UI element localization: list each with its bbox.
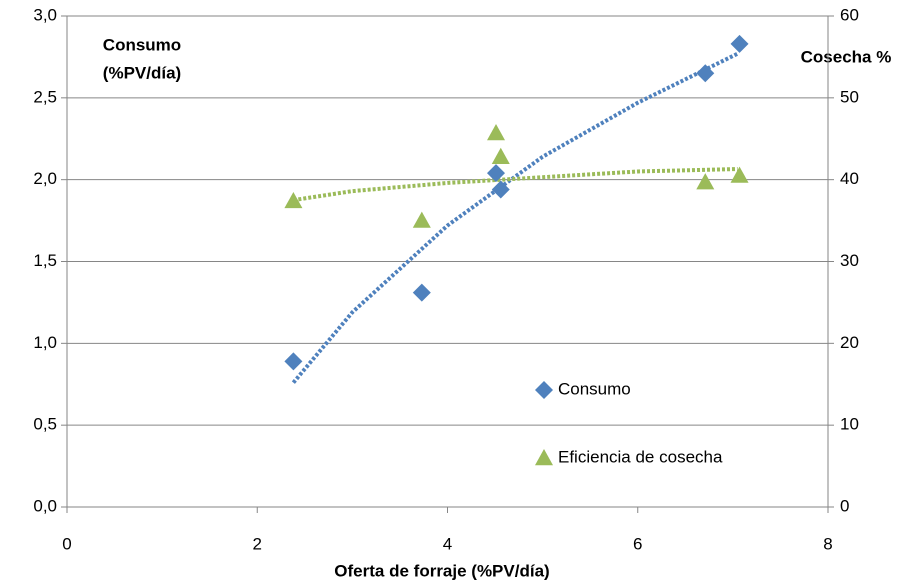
legend-label: Eficiencia de cosecha	[558, 447, 723, 466]
y-axis-title: Consumo	[103, 35, 181, 54]
y2-tick-label: 10	[840, 415, 859, 434]
marker	[491, 180, 510, 199]
legend-marker	[535, 381, 553, 399]
y-axis-title: (%PV/día)	[103, 63, 181, 82]
marker	[412, 211, 431, 228]
y-tick-label: 0,0	[33, 496, 57, 515]
marker	[696, 173, 715, 190]
y2-axis-title: Cosecha %	[801, 47, 892, 66]
trendline	[291, 51, 739, 384]
y-tick-label: 1,0	[33, 333, 57, 352]
y-tick-label: 3,0	[33, 5, 57, 24]
marker	[284, 352, 303, 371]
trendline	[293, 167, 738, 203]
marker	[487, 124, 506, 141]
y-tick-label: 2,0	[33, 169, 57, 188]
marker	[412, 283, 431, 302]
y2-tick-label: 20	[840, 333, 859, 352]
y-tick-label: 0,5	[33, 415, 57, 434]
y2-tick-label: 0	[840, 496, 849, 515]
marker	[730, 166, 749, 183]
x-tick-label: 8	[823, 534, 832, 553]
marker	[491, 147, 510, 164]
marker	[730, 34, 749, 53]
x-axis-title: Oferta de forraje (%PV/día)	[334, 561, 549, 580]
legend-label: Consumo	[558, 379, 631, 398]
y2-tick-label: 50	[840, 87, 859, 106]
marker	[487, 164, 506, 183]
x-tick-label: 4	[443, 534, 452, 553]
legend-marker	[535, 449, 553, 466]
x-tick-label: 0	[62, 534, 71, 553]
x-tick-label: 6	[633, 534, 642, 553]
y2-tick-label: 30	[840, 251, 859, 270]
y2-tick-label: 40	[840, 169, 859, 188]
marker	[284, 191, 303, 209]
y2-tick-label: 60	[840, 5, 859, 24]
y-tick-label: 1,5	[33, 251, 57, 270]
y-tick-label: 2,5	[33, 87, 57, 106]
marker	[696, 64, 715, 83]
x-tick-label: 2	[253, 534, 262, 553]
